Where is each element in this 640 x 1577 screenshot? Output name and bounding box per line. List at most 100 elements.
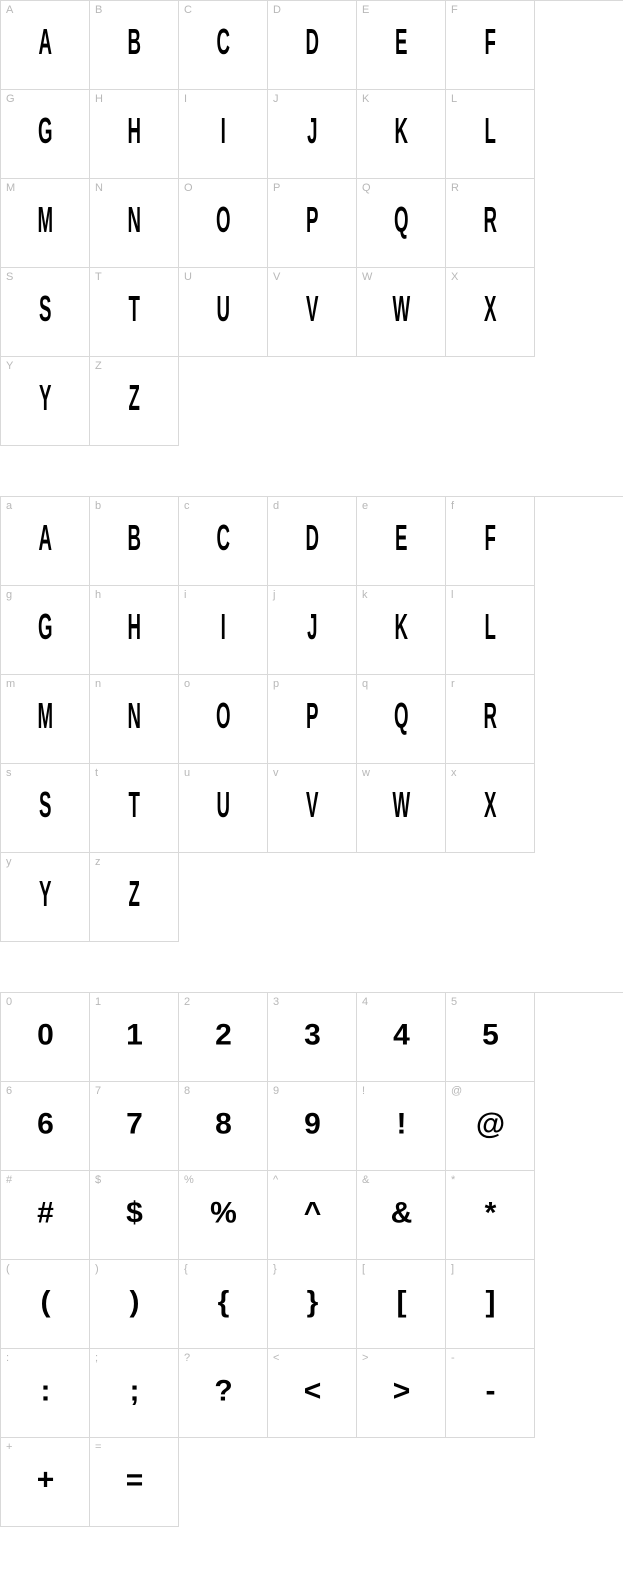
glyph-label: & xyxy=(362,1174,369,1186)
glyph-cell: BB xyxy=(90,1,179,90)
glyph-cell: jJ xyxy=(268,586,357,675)
glyph-display: } xyxy=(307,1285,318,1319)
glyph-label: j xyxy=(273,589,275,601)
glyph-label: X xyxy=(451,271,458,283)
glyph-display: @ xyxy=(476,1107,504,1141)
glyph-display: 7 xyxy=(126,1107,142,1141)
glyph-label: W xyxy=(362,271,372,283)
glyph-display: ^ xyxy=(304,1196,321,1230)
glyph-display: U xyxy=(217,786,230,827)
glyph-display: # xyxy=(37,1196,53,1230)
glyph-label: < xyxy=(273,1352,279,1364)
glyph-display: W xyxy=(392,786,409,827)
glyph-display: L xyxy=(485,112,496,153)
glyph-display: N xyxy=(128,201,141,242)
glyph-display: 8 xyxy=(215,1107,231,1141)
glyph-display: Q xyxy=(394,697,408,738)
glyph-cell: gG xyxy=(1,586,90,675)
glyph-label: : xyxy=(6,1352,9,1364)
glyph-cell: [[ xyxy=(357,1260,446,1349)
glyph-cell: :: xyxy=(1,1349,90,1438)
glyph-display: W xyxy=(392,290,409,331)
glyph-display: E xyxy=(395,519,407,560)
glyph-label: p xyxy=(273,678,279,690)
glyph-cell: SS xyxy=(1,268,90,357)
glyph-label: } xyxy=(273,1263,277,1275)
glyph-display: J xyxy=(307,112,317,153)
glyph-cell: 66 xyxy=(1,1082,90,1171)
glyph-label: Q xyxy=(362,182,371,194)
glyph-label: N xyxy=(95,182,103,194)
glyph-grid: aAbBcCdDeEfFgGhHiIjJkKlLmMnNoOpPqQrRsStT… xyxy=(0,496,623,942)
glyph-display: G xyxy=(38,112,52,153)
glyph-display: % xyxy=(210,1196,236,1230)
glyph-label: 8 xyxy=(184,1085,190,1097)
glyph-cell: )) xyxy=(90,1260,179,1349)
glyph-label: L xyxy=(451,93,457,105)
glyph-cell: JJ xyxy=(268,90,357,179)
glyph-display: T xyxy=(129,290,140,331)
glyph-label: A xyxy=(6,4,13,16)
glyph-grid: 00112233445566778899!!@@##$$%%^^&&**(())… xyxy=(0,992,623,1527)
glyph-display: 0 xyxy=(37,1018,53,1052)
glyph-label: f xyxy=(451,500,454,512)
glyph-label: h xyxy=(95,589,101,601)
glyph-display: E xyxy=(395,23,407,64)
glyph-label: a xyxy=(6,500,12,512)
glyph-label: B xyxy=(95,4,102,16)
glyph-display: T xyxy=(129,786,140,827)
glyph-cell: GG xyxy=(1,90,90,179)
glyph-cell: 44 xyxy=(357,993,446,1082)
glyph-cell: cC xyxy=(179,497,268,586)
glyph-label: - xyxy=(451,1352,455,1364)
glyph-cell: HH xyxy=(90,90,179,179)
glyph-display: B xyxy=(128,23,141,64)
glyph-label: t xyxy=(95,767,98,779)
glyph-cell: ;; xyxy=(90,1349,179,1438)
glyph-label: U xyxy=(184,271,192,283)
glyph-display: { xyxy=(218,1285,229,1319)
glyph-cell: @@ xyxy=(446,1082,535,1171)
glyph-label: ] xyxy=(451,1263,454,1275)
glyph-cell: KK xyxy=(357,90,446,179)
glyph-display: C xyxy=(217,23,230,64)
glyph-label: q xyxy=(362,678,368,690)
glyph-display: $ xyxy=(126,1196,142,1230)
glyph-display: ; xyxy=(130,1374,139,1408)
glyph-cell: XX xyxy=(446,268,535,357)
glyph-cell: xX xyxy=(446,764,535,853)
glyph-display: L xyxy=(485,608,496,649)
glyph-cell: yY xyxy=(1,853,90,942)
glyph-label: M xyxy=(6,182,15,194)
glyph-label: u xyxy=(184,767,190,779)
glyph-cell: RR xyxy=(446,179,535,268)
glyph-label: 1 xyxy=(95,996,101,1008)
glyph-display: O xyxy=(216,697,230,738)
glyph-cell: 77 xyxy=(90,1082,179,1171)
glyph-display: S xyxy=(39,786,51,827)
character-map: AABBCCDDEEFFGGHHIIJJKKLLMMNNOOPPQQRRSSTT… xyxy=(0,0,640,1527)
glyph-label: K xyxy=(362,93,369,105)
glyph-label: ( xyxy=(6,1263,10,1275)
glyph-cell: MM xyxy=(1,179,90,268)
glyph-label: ! xyxy=(362,1085,365,1097)
glyph-display: A xyxy=(39,519,52,560)
glyph-cell: ?? xyxy=(179,1349,268,1438)
glyph-label: C xyxy=(184,4,192,16)
glyph-label: T xyxy=(95,271,102,283)
glyph-display: 4 xyxy=(393,1018,409,1052)
glyph-label: @ xyxy=(451,1085,462,1097)
glyph-cell: 33 xyxy=(268,993,357,1082)
glyph-cell: 22 xyxy=(179,993,268,1082)
glyph-label: > xyxy=(362,1352,368,1364)
glyph-cell: -- xyxy=(446,1349,535,1438)
glyph-label: { xyxy=(184,1263,188,1275)
glyph-label: I xyxy=(184,93,187,105)
glyph-label: G xyxy=(6,93,15,105)
glyph-label: 2 xyxy=(184,996,190,1008)
glyph-display: V xyxy=(306,290,318,331)
glyph-label: 3 xyxy=(273,996,279,1008)
glyph-display: R xyxy=(484,201,497,242)
glyph-display: H xyxy=(128,112,141,153)
glyph-cell: PP xyxy=(268,179,357,268)
